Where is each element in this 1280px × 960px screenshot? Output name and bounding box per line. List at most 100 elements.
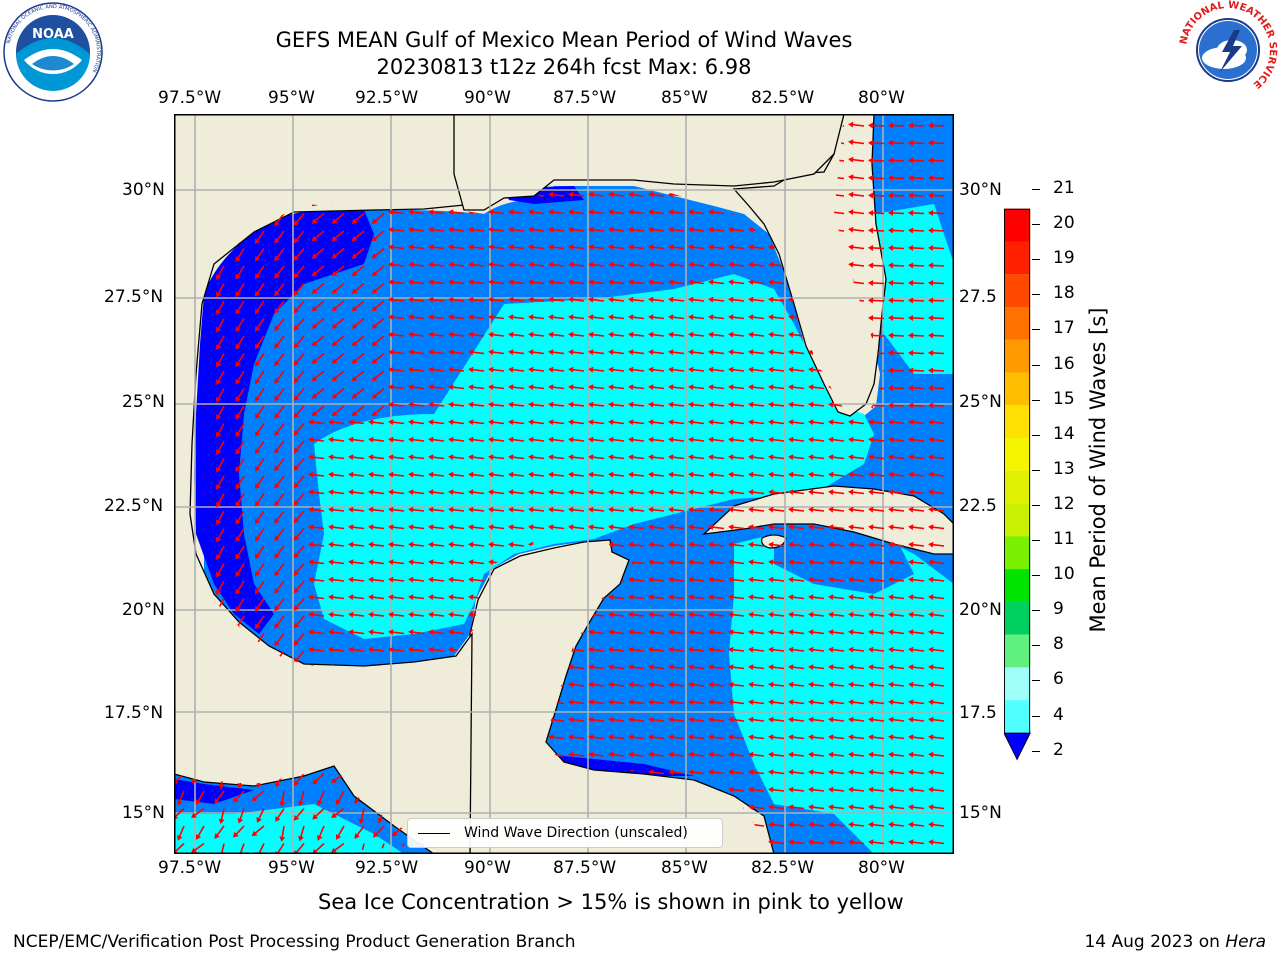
wind-arrow-head — [408, 226, 414, 233]
wind-arrow-shaft — [710, 386, 725, 390]
wind-arrow-shaft — [610, 403, 625, 407]
wind-arrow-shaft — [410, 403, 425, 407]
wind-arrow-shaft — [373, 387, 385, 398]
wind-arrow-shaft — [610, 263, 625, 267]
wind-arrow-shaft — [590, 526, 605, 530]
wind-arrow-head — [928, 227, 934, 234]
wind-arrow-shaft — [217, 370, 225, 383]
wind-arrow-head — [508, 296, 514, 303]
wind-arrow-shaft — [810, 473, 825, 477]
wind-arrow-head — [828, 576, 834, 583]
colorbar-segment — [1004, 503, 1031, 537]
wind-arrow-head — [868, 297, 874, 304]
wind-arrow-head — [808, 524, 814, 531]
wind-arrow-head — [548, 261, 554, 268]
wind-arrow-head — [311, 235, 318, 242]
wind-arrow-shaft — [910, 631, 925, 635]
wind-arrow-head — [388, 279, 394, 286]
lon-label-bottom: 92.5°W — [355, 858, 419, 878]
wind-arrow-head — [628, 734, 634, 741]
wind-arrow-head — [358, 818, 365, 825]
wind-arrow-head — [908, 524, 914, 531]
wind-arrow-shaft — [610, 246, 625, 250]
wind-arrow-head — [368, 454, 374, 461]
wind-arrow-head — [648, 681, 654, 688]
wind-arrow-head — [748, 576, 754, 583]
wind-arrow-head — [708, 366, 714, 373]
wind-arrow-head — [668, 331, 674, 338]
wind-arrow-shaft — [790, 508, 805, 512]
wind-arrow-shaft — [590, 648, 605, 652]
wind-arrow-shaft — [890, 631, 905, 635]
wind-arrow-head — [888, 349, 894, 356]
wind-arrow-shaft — [870, 596, 885, 600]
wind-arrow-head — [808, 611, 814, 618]
wind-arrow-head — [868, 489, 874, 496]
wind-arrow-head — [348, 436, 354, 443]
wind-arrow-head — [254, 570, 261, 577]
wind-arrow-head — [588, 401, 594, 408]
wind-arrow-head — [388, 629, 394, 636]
wind-arrow-shaft — [236, 615, 245, 628]
wind-arrow-head — [588, 261, 594, 268]
wind-arrow-shaft — [313, 807, 325, 818]
wind-arrow-head — [688, 734, 694, 741]
wind-arrow-head — [888, 367, 894, 374]
wind-arrow-head — [408, 209, 414, 216]
wind-arrow-head — [348, 524, 354, 531]
wind-arrow-head — [888, 576, 894, 583]
wind-arrow-shaft — [790, 368, 805, 372]
wind-arrow-shaft — [650, 438, 665, 442]
wind-arrow-shaft — [630, 438, 645, 442]
wind-arrow-shaft — [390, 316, 405, 320]
wind-arrow-shaft — [910, 177, 925, 180]
wind-arrow-shaft — [510, 211, 525, 215]
wind-arrow-head — [408, 594, 414, 601]
wind-arrow-head — [274, 500, 280, 507]
wind-arrow-shaft — [234, 825, 245, 836]
wind-arrow-head — [808, 401, 814, 408]
wind-arrow-head — [216, 291, 222, 298]
wind-arrow-shaft — [930, 578, 945, 582]
wind-arrow-head — [608, 611, 614, 618]
wind-arrow-shaft — [690, 403, 705, 407]
wind-arrow-head — [908, 349, 914, 356]
wind-arrow-shaft — [299, 790, 305, 804]
wind-arrow-head — [216, 466, 222, 473]
wind-arrow-shaft — [790, 596, 805, 600]
wind-arrow-shaft — [750, 736, 765, 740]
wind-arrow-head — [371, 305, 378, 312]
wind-arrow-shaft — [910, 666, 925, 670]
wind-arrow-shaft — [570, 508, 585, 512]
wind-arrow-head — [848, 716, 854, 723]
wind-arrow-shaft — [610, 683, 625, 687]
wind-arrow-head — [668, 629, 674, 636]
wind-arrow-head — [428, 524, 434, 531]
map-panel — [174, 114, 954, 854]
wind-arrow-head — [354, 798, 360, 804]
wind-arrow-head — [668, 646, 674, 653]
wind-arrow-head — [648, 244, 654, 251]
wind-arrow-shaft — [910, 806, 925, 810]
wind-arrow-shaft — [510, 543, 525, 547]
wind-arrow-shaft — [275, 528, 285, 540]
colorbar-segment — [1004, 438, 1031, 471]
wind-arrow-shaft — [650, 543, 665, 547]
wind-arrow-shaft — [330, 456, 345, 460]
wind-arrow-head — [371, 393, 378, 399]
wind-arrow-head — [728, 349, 734, 356]
wind-arrow-shaft — [930, 247, 945, 250]
wind-arrow-shaft — [930, 212, 945, 215]
wind-arrow-shaft — [830, 788, 845, 792]
wind-arrow-shaft — [910, 543, 925, 547]
wind-arrow-shaft — [590, 316, 605, 320]
wind-arrow-shaft — [550, 228, 565, 232]
wind-arrow-head — [428, 541, 434, 548]
wind-arrow-shaft — [490, 316, 505, 320]
wind-arrow-shaft — [490, 491, 505, 495]
wind-arrow-head — [408, 489, 414, 496]
wind-arrow-head — [254, 255, 261, 262]
wind-arrow-head — [668, 559, 674, 566]
wind-arrow-shaft — [550, 333, 565, 337]
wind-arrow-shaft — [710, 578, 725, 582]
